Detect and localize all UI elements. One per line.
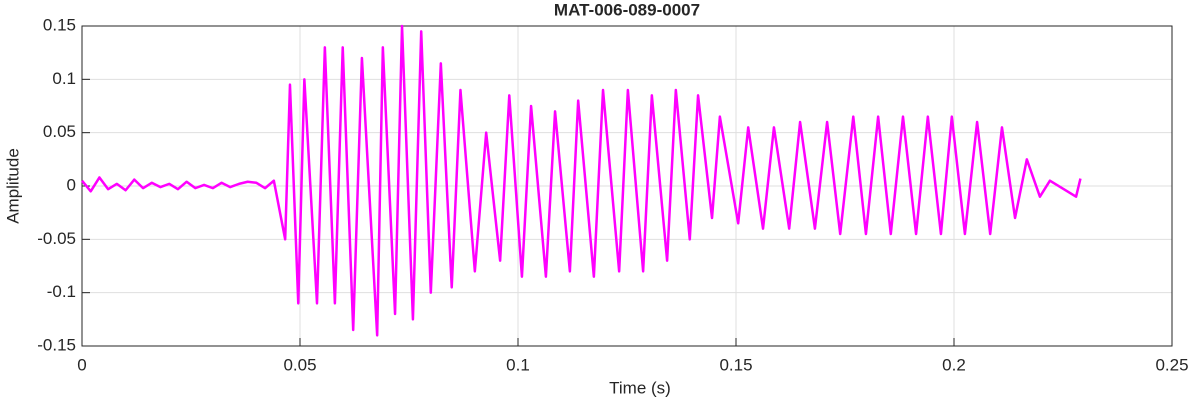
y-tick-label: 0.05 (43, 122, 76, 141)
x-tick-label: 0.15 (719, 355, 752, 374)
line-series (81, 24, 1082, 337)
y-tick-label: 0.15 (43, 15, 76, 34)
y-axis-label: Amplitude (3, 148, 22, 224)
x-tick-label: 0.1 (506, 355, 530, 374)
x-tick-label: 0 (77, 355, 86, 374)
x-tick-label: 0.05 (283, 355, 316, 374)
y-tick-label: -0.05 (37, 229, 76, 248)
x-tick-label: 0.2 (942, 355, 966, 374)
x-tick-label: 0.25 (1155, 355, 1188, 374)
y-tick-label: 0.1 (52, 69, 76, 88)
chart-title: MAT-006-089-0007 (554, 0, 700, 19)
x-axis-label: Time (s) (609, 378, 671, 397)
y-tick-label: -0.15 (37, 335, 76, 354)
y-tick-label: 0 (67, 175, 76, 194)
y-tick-label: -0.1 (47, 282, 76, 301)
plot-frame (81, 25, 1173, 347)
